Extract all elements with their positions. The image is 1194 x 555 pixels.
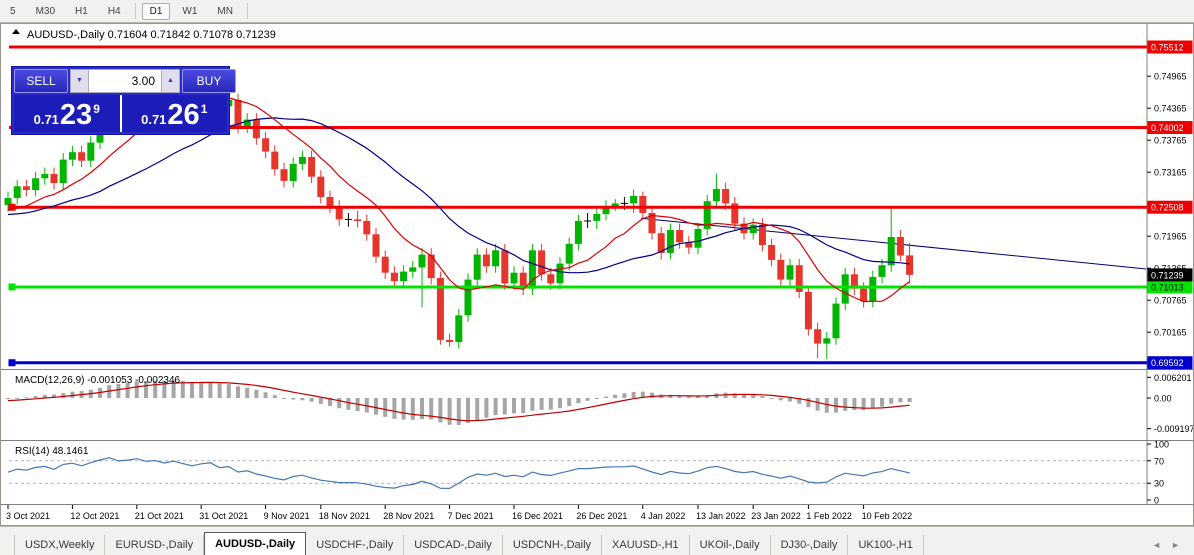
- tab-scroll-right-icon[interactable]: ►: [1171, 540, 1180, 550]
- date-label: 12 Oct 2021: [70, 511, 119, 521]
- rsi-tick-label: 30: [1154, 479, 1164, 489]
- sell-price-pip: 9: [93, 102, 100, 116]
- chart-tab-usdcnh-daily[interactable]: USDCNH-,Daily: [503, 535, 603, 555]
- price-tick-label: 0.74365: [1154, 104, 1187, 114]
- chart-tab-uk100-h1[interactable]: UK100-,H1: [848, 535, 924, 555]
- chart-tab-xauusd-h1[interactable]: XAUUSD-,H1: [602, 535, 690, 555]
- level-price-label-0.74002: 0.74002: [1151, 123, 1184, 133]
- macd-tick-label: 0.006201: [1154, 373, 1192, 383]
- rsi-label: RSI(14) 48.1461: [15, 446, 89, 457]
- date-label: 9 Nov 2021: [264, 511, 310, 521]
- level-handle-left[interactable]: [8, 283, 16, 291]
- level-price-label-0.74002-bg: [1147, 121, 1193, 135]
- price-tick-label: 0.71965: [1154, 232, 1187, 242]
- buy-price-display[interactable]: 0.71 26 1: [121, 95, 227, 132]
- rsi-line: [7, 457, 910, 490]
- volume-stepper: ▼ ▲: [70, 69, 180, 93]
- timeframe-button-h4[interactable]: H4: [107, 5, 121, 17]
- rsi-tick-label: 100: [1154, 440, 1169, 450]
- price-tick-label: 0.70165: [1154, 328, 1187, 338]
- date-label: 4 Jan 2022: [641, 511, 686, 521]
- date-label: 10 Feb 2022: [862, 511, 913, 521]
- level-price-label-0.72508-bg: [1147, 200, 1193, 214]
- chart-title: AUDUSD-,Daily 0.71604 0.71842 0.71078 0.…: [27, 29, 276, 41]
- volume-up-icon[interactable]: ▲: [161, 69, 180, 93]
- date-label: 1 Feb 2022: [806, 511, 852, 521]
- date-label: 26 Dec 2021: [576, 511, 627, 521]
- date-label: 28 Nov 2021: [383, 511, 434, 521]
- collapse-panel-icon[interactable]: [12, 29, 20, 34]
- level-price-label-0.75512-bg: [1147, 40, 1193, 54]
- date-label: 23 Jan 2022: [751, 511, 801, 521]
- sell-price-big: 23: [59, 99, 93, 131]
- level-price-label-0.71013: 0.71013: [1151, 282, 1184, 292]
- toolbar-separator: [134, 3, 136, 19]
- price-tick-label: 0.73165: [1154, 168, 1187, 178]
- level-price-label-0.69592: 0.69592: [1151, 358, 1184, 368]
- chart-window: 0.74965 0.74365 0.73765 0.73165 0.71965 0.71 3…: [0, 23, 1194, 526]
- current-price-label-bg: [1147, 268, 1193, 282]
- rsi-tick-label: 70: [1154, 456, 1164, 466]
- volume-down-icon[interactable]: ▼: [70, 69, 89, 93]
- price-tick-label: 0.74965: [1154, 72, 1187, 82]
- chart-tab-usdx-weekly[interactable]: USDX,Weekly: [14, 535, 106, 555]
- chart-tab-ukoil-daily[interactable]: UKOil-,Daily: [690, 535, 771, 555]
- buy-button[interactable]: BUY: [182, 69, 236, 93]
- chart-tab-dj30-daily[interactable]: DJ30-,Daily: [771, 535, 849, 555]
- one-click-trading-panel: SELL ▼ ▲ BUY 0.71 23 9 0.71 26 1: [11, 66, 236, 135]
- date-label: 3 Oct 2021: [6, 511, 50, 521]
- timeframe-button-mn[interactable]: MN: [217, 5, 233, 17]
- timeframe-button-5[interactable]: 5: [10, 5, 16, 17]
- timeframe-button-d1[interactable]: D1: [141, 2, 171, 20]
- macd-tick-label: 0.00: [1154, 394, 1172, 404]
- buy-price-big: 26: [167, 99, 200, 131]
- ma-slow-line: [7, 117, 910, 274]
- tab-scroll-buttons: ◄ ►: [1152, 540, 1194, 555]
- date-label: 31 Oct 2021: [199, 511, 248, 521]
- date-label: 13 Jan 2022: [696, 511, 746, 521]
- price-tick-label: 0.73765: [1154, 136, 1187, 146]
- level-handle-left[interactable]: [8, 359, 16, 367]
- volume-input[interactable]: [89, 69, 161, 93]
- rsi-tick-label: 0: [1154, 496, 1159, 506]
- level-price-label-0.71013-bg: [1147, 280, 1193, 294]
- timeframe-button-w1[interactable]: W1: [182, 5, 198, 17]
- date-label: 18 Nov 2021: [319, 511, 370, 521]
- tab-scroll-left-icon[interactable]: ◄: [1152, 540, 1162, 550]
- macd-tick-label: -0.009197: [1154, 424, 1193, 434]
- level-price-label-0.75512: 0.75512: [1151, 43, 1184, 53]
- symbol-tab-bar: USDX,Weekly EURUSD-,Daily AUDUSD-,Daily USD…: [0, 526, 1194, 555]
- price-tick-label: 0.70765: [1154, 296, 1187, 306]
- timeframe-button-h1[interactable]: H1: [75, 5, 88, 17]
- chart-tab-eurusd-daily[interactable]: EURUSD-,Daily: [105, 535, 205, 555]
- timeframe-toolbar: 5 M30 H1 H4 D1 W1 MN: [0, 0, 1194, 23]
- date-label: 21 Oct 2021: [135, 511, 184, 521]
- macd-label: MACD(12,26,9) -0.001053 -0.002346: [15, 375, 181, 386]
- sell-price-display[interactable]: 0.71 23 9: [14, 95, 120, 132]
- sell-price-prefix: 0.71: [33, 112, 59, 127]
- level-price-label-0.72508: 0.72508: [1151, 203, 1184, 213]
- chart-canvas[interactable]: 0.74965 0.74365 0.73765 0.73165 0.71965 0.71 3…: [1, 24, 1194, 525]
- date-label: 16 Dec 2021: [512, 511, 563, 521]
- chart-tab-usdcad-daily[interactable]: USDCAD-,Daily: [404, 535, 503, 555]
- chart-tab-usdchf-daily[interactable]: USDCHF-,Daily: [306, 535, 405, 555]
- chart-tab-audusd-daily[interactable]: AUDUSD-,Daily: [204, 532, 307, 555]
- timeframe-button-m30[interactable]: M30: [35, 5, 56, 17]
- current-price-label: 0.71239: [1151, 270, 1184, 280]
- toolbar-separator: [246, 3, 248, 19]
- buy-price-prefix: 0.71: [141, 112, 167, 127]
- sell-button[interactable]: SELL: [14, 69, 68, 93]
- date-label: 7 Dec 2021: [448, 511, 494, 521]
- macd-indicator: [6, 380, 912, 425]
- macd-signal-line: [7, 381, 910, 422]
- level-handle-left[interactable]: [8, 203, 16, 211]
- level-price-label-0.69592-bg: [1147, 356, 1193, 370]
- buy-price-pip: 1: [200, 102, 208, 116]
